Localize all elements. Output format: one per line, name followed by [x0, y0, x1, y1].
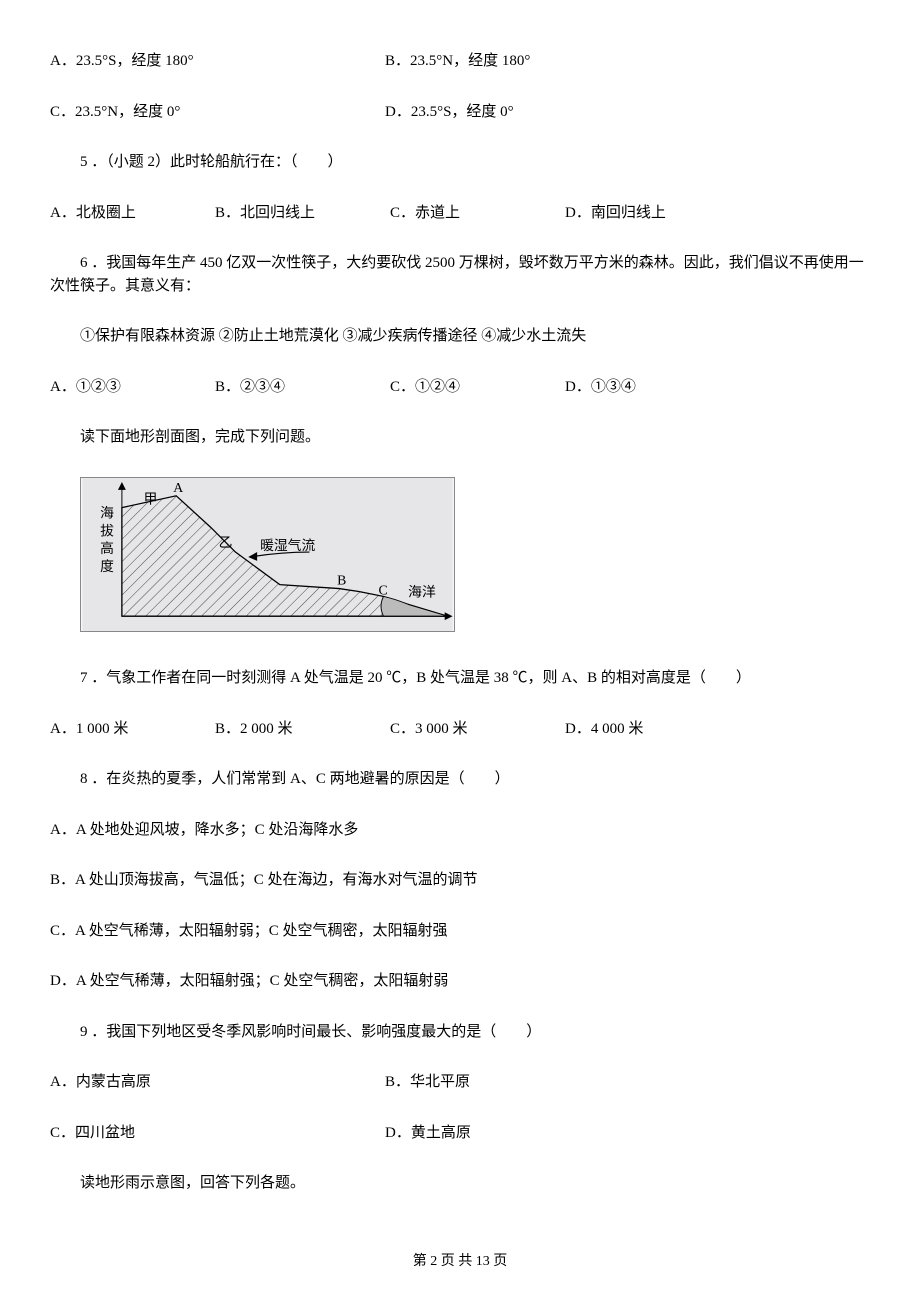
option-a: A．23.5°S，经度 180°	[50, 50, 385, 73]
terrain-profile-diagram: 海 拔 高 度 甲 A 乙 暖湿气流 B C 海洋	[80, 477, 455, 632]
label-yi: 乙	[219, 535, 233, 550]
q9-option-d: D．黄土高原	[385, 1122, 471, 1145]
q7-option-c: C．3 000 米	[390, 718, 565, 741]
label-jia: 甲	[144, 491, 158, 506]
question-6: 6 ．我国每年生产 450 亿双一次性筷子，大约要砍伐 2500 万棵树，毁坏数…	[50, 252, 870, 297]
intro-1: 读下面地形剖面图，完成下列问题。	[50, 426, 870, 449]
page-footer: 第 2 页 共 13 页	[0, 1251, 920, 1272]
q9-option-c: C．四川盆地	[50, 1122, 385, 1145]
q9-row1: A．内蒙古高原 B．华北平原	[50, 1071, 870, 1094]
label-nuanshi: 暖湿气流	[260, 538, 315, 553]
option-b: B．23.5°N，经度 180°	[385, 50, 870, 73]
yaxis-label-1: 海	[100, 505, 114, 520]
q7-option-a: A．1 000 米	[50, 718, 215, 741]
q6-option-c: C．①②④	[390, 376, 565, 399]
row1-options: A．23.5°S，经度 180° B．23.5°N，经度 180°	[50, 50, 870, 73]
yaxis-label-3: 高	[100, 540, 114, 556]
q8-option-b: B．A 处山顶海拔高，气温低；C 处在海边，有海水对气温的调节	[50, 869, 870, 892]
option-c: C．23.5°N，经度 0°	[50, 101, 385, 124]
q7-options: A．1 000 米 B．2 000 米 C．3 000 米 D．4 000 米	[50, 718, 870, 741]
label-A: A	[173, 479, 183, 494]
question-6-sub: ①保护有限森林资源 ②防止土地荒漠化 ③减少疾病传播途径 ④减少水土流失	[50, 325, 870, 348]
yaxis-label-2: 拔	[100, 523, 114, 538]
q9-row2: C．四川盆地 D．黄土高原	[50, 1122, 870, 1145]
row2-options: C．23.5°N，经度 0° D．23.5°S，经度 0°	[50, 101, 870, 124]
q9-option-b: B．华北平原	[385, 1071, 470, 1094]
q5-options: A．北极圈上 B．北回归线上 C．赤道上 D．南回归线上	[50, 202, 870, 225]
q5-option-c: C．赤道上	[390, 202, 565, 225]
q6-options: A．①②③ B．②③④ C．①②④ D．①③④	[50, 376, 870, 399]
option-d: D．23.5°S，经度 0°	[385, 101, 514, 124]
q8-option-d: D．A 处空气稀薄，太阳辐射强；C 处空气稠密，太阳辐射弱	[50, 970, 870, 993]
q5-option-d: D．南回归线上	[565, 202, 666, 225]
q9-option-a: A．内蒙古高原	[50, 1071, 385, 1094]
q7-option-d: D．4 000 米	[565, 718, 643, 741]
question-9: 9 ．我国下列地区受冬季风影响时间最长、影响强度最大的是（ ）	[50, 1021, 870, 1044]
q6-option-b: B．②③④	[215, 376, 390, 399]
q5-option-b: B．北回归线上	[215, 202, 390, 225]
q7-option-b: B．2 000 米	[215, 718, 390, 741]
label-haiyang: 海洋	[408, 584, 436, 599]
q8-option-c: C．A 处空气稀薄，太阳辐射弱；C 处空气稠密，太阳辐射强	[50, 920, 870, 943]
q5-option-a: A．北极圈上	[50, 202, 215, 225]
intro-2: 读地形雨示意图，回答下列各题。	[50, 1172, 870, 1195]
question-7: 7 ．气象工作者在同一时刻测得 A 处气温是 20 ℃，B 处气温是 38 ℃，…	[50, 667, 870, 690]
question-5: 5 ．（小题 2）此时轮船航行在：（ ）	[50, 151, 870, 174]
label-B: B	[337, 572, 346, 587]
question-8: 8 ．在炎热的夏季，人们常常到 A、C 两地避暑的原因是（ ）	[50, 768, 870, 791]
q8-option-a: A．A 处地处迎风坡，降水多；C 处沿海降水多	[50, 819, 870, 842]
label-C: C	[379, 582, 388, 597]
q6-option-d: D．①③④	[565, 376, 636, 399]
q6-option-a: A．①②③	[50, 376, 215, 399]
yaxis-label-4: 度	[100, 558, 114, 573]
